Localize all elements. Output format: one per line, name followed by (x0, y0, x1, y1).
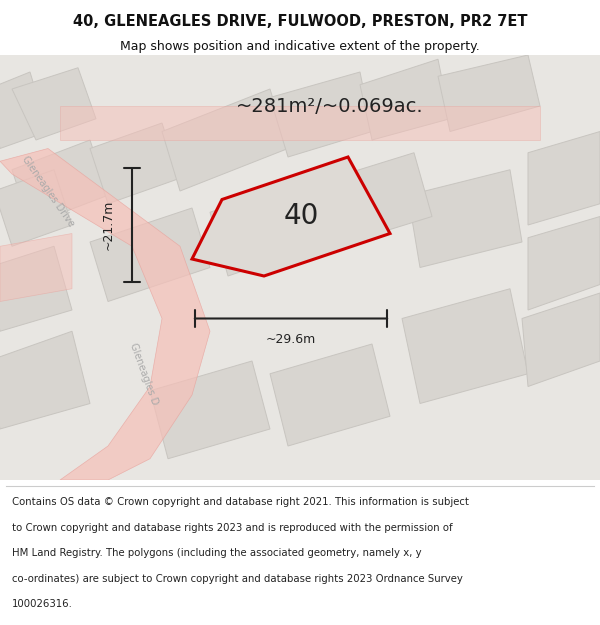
Polygon shape (162, 89, 288, 191)
Text: Gleneagles D: Gleneagles D (128, 341, 160, 406)
Polygon shape (360, 59, 450, 140)
Polygon shape (12, 68, 96, 140)
Polygon shape (270, 72, 372, 157)
Text: ~21.7m: ~21.7m (101, 200, 115, 250)
Polygon shape (60, 106, 540, 140)
Polygon shape (408, 170, 522, 268)
Text: 40, GLENEAGLES DRIVE, FULWOOD, PRESTON, PR2 7ET: 40, GLENEAGLES DRIVE, FULWOOD, PRESTON, … (73, 14, 527, 29)
Polygon shape (210, 174, 342, 276)
Polygon shape (12, 140, 108, 225)
Polygon shape (528, 131, 600, 225)
Text: to Crown copyright and database rights 2023 and is reproduced with the permissio: to Crown copyright and database rights 2… (12, 522, 452, 532)
Text: co-ordinates) are subject to Crown copyright and database rights 2023 Ordnance S: co-ordinates) are subject to Crown copyr… (12, 574, 463, 584)
Polygon shape (528, 216, 600, 310)
Polygon shape (402, 289, 528, 404)
Polygon shape (0, 149, 210, 480)
Polygon shape (150, 361, 270, 459)
Text: 40: 40 (284, 202, 319, 231)
Polygon shape (90, 123, 180, 204)
Text: ~29.6m: ~29.6m (266, 333, 316, 346)
Text: Gleneagles Drive: Gleneagles Drive (20, 154, 76, 228)
Polygon shape (90, 208, 210, 301)
Polygon shape (0, 234, 72, 301)
Polygon shape (192, 157, 390, 276)
Polygon shape (0, 72, 48, 149)
Polygon shape (438, 55, 540, 131)
Polygon shape (318, 152, 432, 246)
Polygon shape (522, 293, 600, 386)
Polygon shape (0, 170, 72, 246)
Text: ~281m²/~0.069ac.: ~281m²/~0.069ac. (236, 96, 424, 116)
Text: HM Land Registry. The polygons (including the associated geometry, namely x, y: HM Land Registry. The polygons (includin… (12, 548, 422, 558)
Text: 100026316.: 100026316. (12, 599, 73, 609)
Text: Contains OS data © Crown copyright and database right 2021. This information is : Contains OS data © Crown copyright and d… (12, 498, 469, 508)
Text: Map shows position and indicative extent of the property.: Map shows position and indicative extent… (120, 39, 480, 52)
Polygon shape (0, 246, 72, 331)
Polygon shape (270, 344, 390, 446)
Polygon shape (0, 331, 90, 429)
